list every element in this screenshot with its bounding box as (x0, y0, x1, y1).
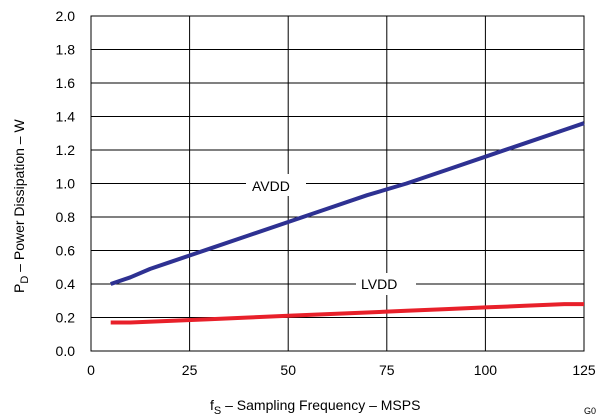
y-tick-label: 1.6 (56, 75, 76, 91)
x-tick-label: 25 (182, 362, 198, 378)
x-tick-label: 125 (572, 362, 596, 378)
y-tick-label: 2.0 (56, 8, 76, 24)
y-tick-label: 1.0 (56, 176, 76, 192)
grid-lines (90, 15, 585, 352)
avdd-label-bg (246, 174, 306, 196)
series-label-lvdd: LVDD (361, 276, 397, 292)
series-label-avdd: AVDD (252, 178, 290, 194)
y-tick-label: 0.2 (56, 310, 76, 326)
y-tick-label: 0.4 (56, 276, 76, 292)
plot-frame (90, 15, 585, 352)
x-axis-label: fS – Sampling Frequency – MSPS (210, 397, 420, 417)
x-tick-label: 50 (280, 362, 296, 378)
y-tick-label: 1.4 (56, 109, 76, 125)
x-tick-label: 0 (87, 362, 95, 378)
y-axis-label: PD – Power Dissipation – W (11, 119, 31, 293)
x-tick-label: 75 (379, 362, 395, 378)
y-tick-label: 0.6 (56, 243, 76, 259)
x-tick-label: 100 (474, 362, 498, 378)
lvdd-label-bg (356, 273, 416, 295)
figure-code: G0 (584, 406, 596, 416)
x-tick-labels: 0 25 50 75 100 125 (87, 362, 596, 378)
y-tick-label: 1.2 (56, 142, 76, 158)
y-tick-label: 1.8 (56, 42, 76, 58)
series-lines (110, 121, 585, 325)
series-line-avdd (110, 121, 585, 286)
y-tick-label: 0.0 (56, 343, 76, 359)
y-tick-label: 0.8 (56, 209, 76, 225)
series-line-lvdd (110, 302, 584, 325)
y-tick-labels: 0.0 0.2 0.4 0.6 0.8 1.0 1.2 1.4 1.6 1.8 2.0 (56, 8, 76, 359)
